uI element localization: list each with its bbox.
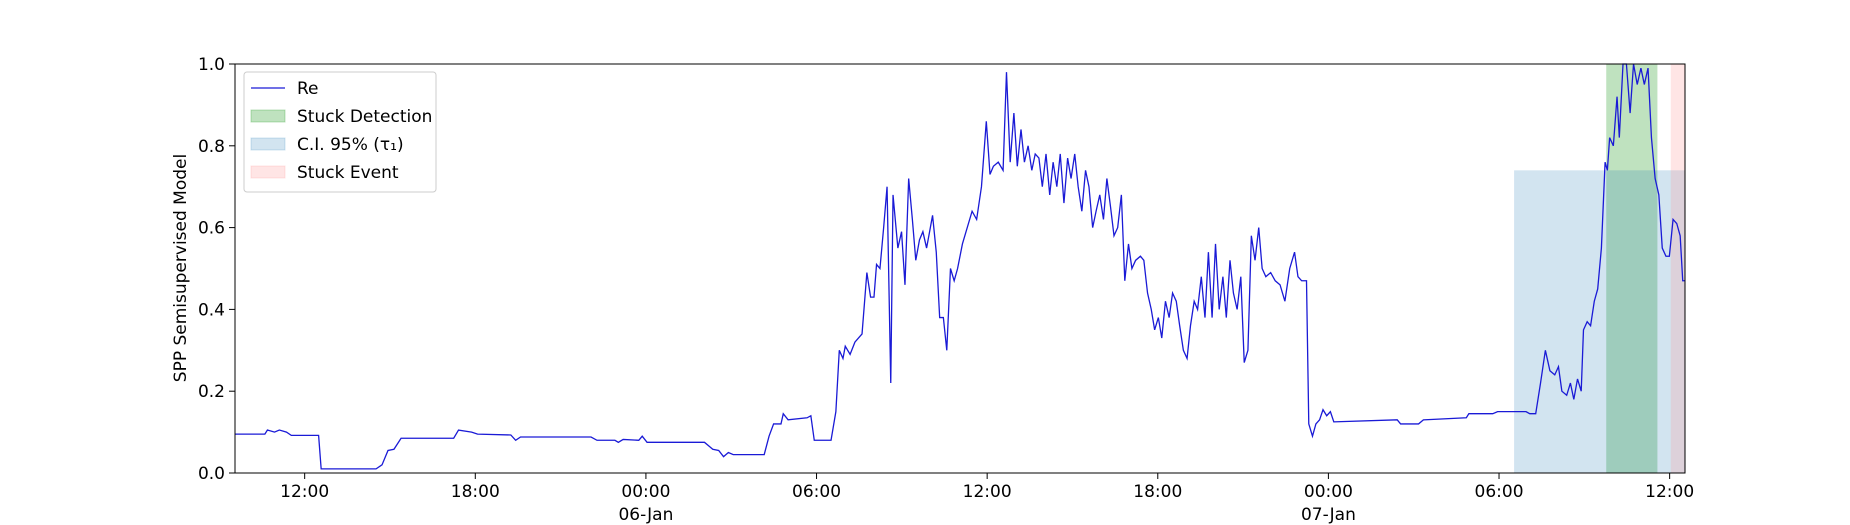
y-tick-label: 1.0 (198, 55, 225, 75)
y-tick-label: 0.8 (198, 137, 225, 157)
y-tick-label: 0.6 (198, 219, 225, 239)
y-tick-label: 0.0 (198, 464, 225, 484)
x-tick-label: 07-Jan (1301, 505, 1356, 525)
y-axis-label: SPP Semisupervised Model (171, 154, 191, 382)
x-tick-label: 00:00 (1304, 482, 1353, 502)
legend-label: Stuck Detection (297, 107, 432, 127)
legend-patch (250, 109, 286, 123)
y-tick-label: 0.4 (198, 300, 225, 320)
plot-frame (234, 63, 1686, 474)
legend: Re Stuck Detection C.I. 95% (τ₁) Stuck Even… (243, 71, 437, 193)
data-line (235, 63, 1685, 470)
legend-label: C.I. 95% (τ₁) (297, 135, 404, 155)
x-tick-label: 18:00 (1133, 482, 1182, 502)
x-tick-label: 00:00 (621, 482, 670, 502)
region (1670, 64, 1685, 473)
x-tick-label: 06:00 (1475, 482, 1524, 502)
legend-label: Re (297, 79, 319, 99)
region (1514, 170, 1685, 473)
x-tick-label: 06-Jan (618, 505, 673, 525)
x-tick-label: 06:00 (792, 482, 841, 502)
x-tick-label: 12:00 (1645, 482, 1694, 502)
legend-patch (250, 165, 286, 179)
x-tick-label: 12:00 (963, 482, 1012, 502)
legend-patch (250, 137, 286, 151)
legend-box (243, 71, 437, 193)
y-tick-label: 0.2 (198, 382, 225, 402)
legend-label: Stuck Event (297, 163, 399, 183)
x-tick-label: 12:00 (280, 482, 329, 502)
x-tick-label: 18:00 (451, 482, 500, 502)
